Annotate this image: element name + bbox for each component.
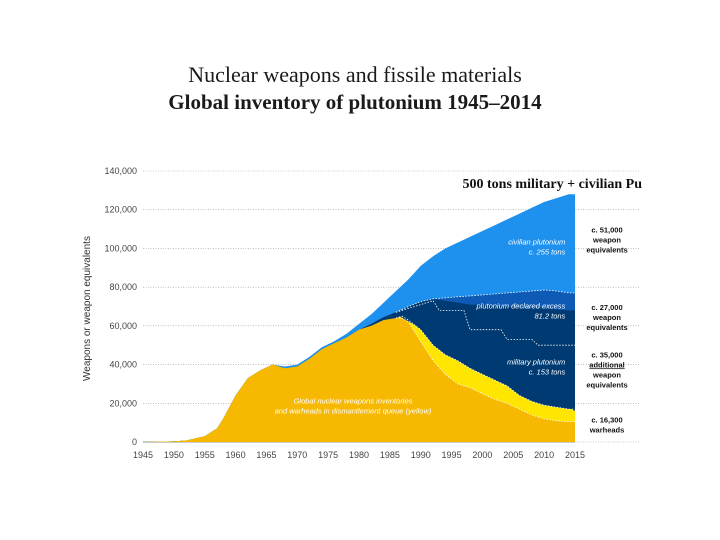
- y-tick-label: 120,000: [104, 205, 137, 215]
- x-tick-label: 1970: [287, 450, 307, 460]
- chart-header: 500 tons military + civilian Pu: [463, 177, 643, 192]
- y-tick-label: 0: [132, 437, 137, 447]
- x-tick-label: 1990: [411, 450, 431, 460]
- side-label-text: additional: [589, 360, 624, 369]
- side-label-text: weapon: [592, 313, 621, 322]
- area-label-text: civilian plutonium: [508, 238, 565, 247]
- x-tick-label: 1975: [318, 450, 338, 460]
- separator-military: [395, 300, 575, 346]
- side-label-text: c. 16,300: [591, 415, 622, 424]
- area-orange: [143, 318, 575, 442]
- x-tick-label: 1950: [164, 450, 184, 460]
- x-tick-label: 1965: [256, 450, 276, 460]
- y-tick-label: 60,000: [109, 321, 137, 331]
- x-tick-label: 2005: [503, 450, 523, 460]
- area-label-text: 81.2 tons: [534, 311, 565, 320]
- area-label-text: and warheads in dismantlement queue (yel…: [275, 406, 432, 415]
- x-tick-label: 1995: [442, 450, 462, 460]
- area-label-text: c. 153 tons: [529, 368, 566, 377]
- x-tick-label: 2015: [565, 450, 585, 460]
- chart-title: Nuclear weapons and fissile materials: [188, 62, 522, 87]
- separator-yellow: [395, 315, 575, 410]
- side-label-text: warheads: [589, 425, 625, 434]
- area-label-text: military plutonium: [507, 358, 565, 367]
- area-military-step: [396, 300, 575, 412]
- side-label-text: equivalents: [586, 323, 627, 332]
- y-axis-label: Weapons or weapon equivalents: [82, 236, 93, 381]
- side-label-text: c. 51,000: [591, 226, 622, 235]
- side-label-text: weapon: [592, 236, 621, 245]
- side-label-text: c. 27,000: [591, 303, 622, 312]
- x-tick-label: 1985: [380, 450, 400, 460]
- side-label-text: weapon: [592, 370, 621, 379]
- side-label-text: equivalents: [586, 380, 627, 389]
- x-tick-label: 1955: [195, 450, 215, 460]
- chart-subtitle: Global inventory of plutonium 1945–2014: [168, 90, 542, 114]
- y-tick-label: 40,000: [109, 360, 137, 370]
- x-tick-label: 2010: [534, 450, 554, 460]
- x-tick-label: 1960: [226, 450, 246, 460]
- x-tick-label: 1945: [133, 450, 153, 460]
- side-label-text: equivalents: [586, 246, 627, 255]
- x-tick-label: 2000: [472, 450, 492, 460]
- x-tick-label: 1980: [349, 450, 369, 460]
- y-tick-label: 20,000: [109, 398, 137, 408]
- y-tick-label: 100,000: [104, 243, 137, 253]
- y-tick-label: 80,000: [109, 282, 137, 292]
- area-label-text: plutonium declared excess: [476, 301, 566, 310]
- area-label-text: c. 255 tons: [529, 248, 566, 257]
- y-tick-label: 140,000: [104, 166, 137, 176]
- side-label-text: c. 35,000: [591, 350, 622, 359]
- separator-excess: [395, 289, 575, 313]
- area-label-text: Global nuclear weapons inventories: [294, 396, 413, 405]
